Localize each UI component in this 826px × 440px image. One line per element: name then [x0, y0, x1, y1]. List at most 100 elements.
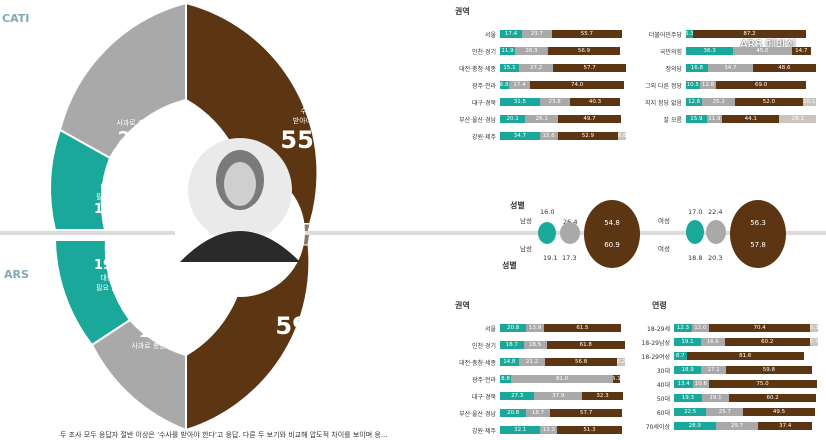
bar-segment: 70.4 [708, 324, 811, 332]
male-top-teal: 16.0 [540, 208, 555, 216]
ars-slice-apology [90, 318, 187, 432]
bar-segment: 19.3 [674, 394, 702, 402]
stacked-bar: 12.6 25.2 52.0 10.1 [686, 98, 816, 106]
stacked-bar: 18.9 17.1 59.8 [674, 366, 818, 374]
bar-segment: 8.8 [500, 375, 512, 383]
bar-segment: 60.2 [724, 338, 810, 346]
bar-segment: 14.7 [791, 47, 811, 55]
stacked-bar: 28.9 29.7 37.4 [674, 422, 818, 430]
ars-invest-label1: 수사를 [295, 341, 315, 349]
bar-segment: 5.3 [810, 324, 818, 332]
bar-segment: 17.4 [508, 81, 531, 89]
bar-segment: 13.4 [674, 380, 694, 388]
stacked-bar: 13.4 10.6 75.0 [674, 380, 818, 388]
bar-segment: 34.7 [707, 64, 753, 72]
bar-segment: 28.9 [674, 422, 716, 430]
ars-teal-label1: 대통령 [100, 274, 120, 282]
stacked-bar: 8.7 81.6 [674, 352, 818, 360]
cati-invest-label1: 수사를 [300, 107, 320, 115]
bar-label: 대전·충청·세종 [459, 360, 496, 367]
stacked-bar: 34.7 15.6 52.9 6.8 [500, 132, 626, 140]
bar-segment: 18.7 [500, 341, 524, 349]
bar-segment: 18.5 [523, 341, 547, 349]
stacked-bar: 20.8 13.9 61.5 [500, 324, 626, 332]
stacked-bar: 19.1 16.6 60.2 5.7 [674, 338, 818, 346]
male-top-brown: 54.8 [604, 219, 620, 227]
bottom-note: 두 조사 모두 응답자 절반 이상은 '수사를 받아야 한다'고 응답. 다른 … [60, 431, 388, 439]
bar-segment: 27.2 [519, 64, 554, 72]
bar-segment: 40.3 [569, 98, 621, 106]
bar-label: 대전·충청·세종 [459, 66, 496, 73]
bar-segment: 12.3 [674, 324, 692, 332]
portrait-image [180, 138, 300, 262]
bar-label: 60대 [656, 410, 670, 417]
cati-apology-value: 24.3 [117, 128, 163, 149]
bar-segment: 5.7 [809, 338, 818, 346]
stacked-bar: 5.3 87.2 [686, 30, 816, 38]
ars-teal-value: 19.0 [93, 258, 127, 273]
cati-teal-label1: 대통령 [100, 183, 120, 191]
cati-slice-teal [49, 128, 112, 231]
male-gray-bubble [560, 222, 580, 244]
stacked-bar: 15.9 11.9 44.1 28.1 [686, 115, 816, 123]
bar-label: 광주·전라 [472, 83, 496, 90]
female-label-2: 여성 [658, 245, 670, 253]
bar-segment: 28.1 [779, 115, 816, 123]
stacked-bar: 31.5 23.8 40.3 [500, 98, 626, 106]
stacked-bar: 17.4 23.7 55.7 [500, 30, 626, 38]
ars-label: ARS [4, 268, 29, 281]
ars-invest-label2: 받아야 한다 [287, 351, 323, 359]
bar-segment: 17.4 [500, 30, 522, 38]
bar-segment: 44.1 [722, 115, 780, 123]
cati-label: CATI [2, 12, 30, 25]
bar-segment: 6.2 [616, 358, 625, 366]
bar-segment: 10.5 [686, 81, 700, 89]
bar-label: 서울 [484, 326, 496, 333]
bar-label: 서울 [484, 32, 496, 39]
bar-label: 국민의힘 [659, 49, 682, 56]
bar-label: 더불어민주당 [648, 32, 682, 39]
female-bot-gray: 20.3 [708, 254, 723, 262]
bar-segment: 23.7 [521, 30, 552, 38]
bar-label: 70세이상 [645, 424, 670, 431]
male-label: 남성 [520, 217, 532, 225]
male-label-2: 남성 [520, 245, 532, 253]
bar-segment: 15.9 [686, 115, 707, 123]
stacked-bar: 11.9 26.3 56.9 [500, 47, 626, 55]
bar-segment: 27.3 [500, 392, 535, 400]
bar-segment: 6.8 [618, 132, 626, 140]
female-gray-bubble [706, 220, 726, 244]
bar-segment: 36.3 [686, 47, 734, 55]
bar-label: 강원·제주 [472, 134, 496, 141]
stacked-bar: 16.8 34.7 48.6 [686, 64, 816, 72]
stacked-bar: 14.8 21.2 56.8 6.2 [500, 358, 626, 366]
female-bot-brown: 57.8 [750, 241, 766, 249]
bar-label: 18-29세 [647, 326, 670, 333]
stacked-bar: 20.8 18.7 57.7 [500, 409, 626, 417]
female-top-gray: 22.4 [708, 208, 723, 216]
stacked-bar: 19.3 19.1 60.2 [674, 394, 818, 402]
bar-segment: 37.9 [534, 392, 583, 400]
bar-label: 인천·경기 [472, 343, 496, 350]
male-teal-bubble [538, 222, 556, 244]
bar-segment: 49.7 [558, 115, 621, 123]
bar-segment: 26.3 [514, 47, 549, 55]
bar-segment: 18.9 [674, 366, 702, 374]
male-brown-bubble: 54.8 60.9 [584, 200, 640, 268]
bar-segment: 11.9 [706, 115, 723, 123]
bar-segment: 10.1 [802, 98, 816, 106]
bar-segment: 29.7 [715, 422, 759, 430]
stacked-bar: 8.8 81.0 5.1 [500, 375, 626, 383]
ars-teal-label2: 필요 없다 [96, 284, 124, 292]
bar-segment: 59.8 [725, 366, 812, 374]
bar-segment: 61.8 [546, 341, 625, 349]
bar-segment: 55.7 [551, 30, 622, 38]
female-brown-bubble: 56.3 57.8 [730, 200, 786, 268]
bar-segment: 10.6 [693, 380, 709, 388]
male-bot-teal: 19.1 [543, 254, 558, 262]
bar-segment: 31.5 [500, 98, 540, 106]
bar-segment: 57.7 [549, 409, 623, 417]
bar-label: 잘 모름 [663, 117, 682, 124]
ars-invest-value: 59.3 [275, 312, 335, 340]
bar-segment: 14.8 [500, 358, 519, 366]
